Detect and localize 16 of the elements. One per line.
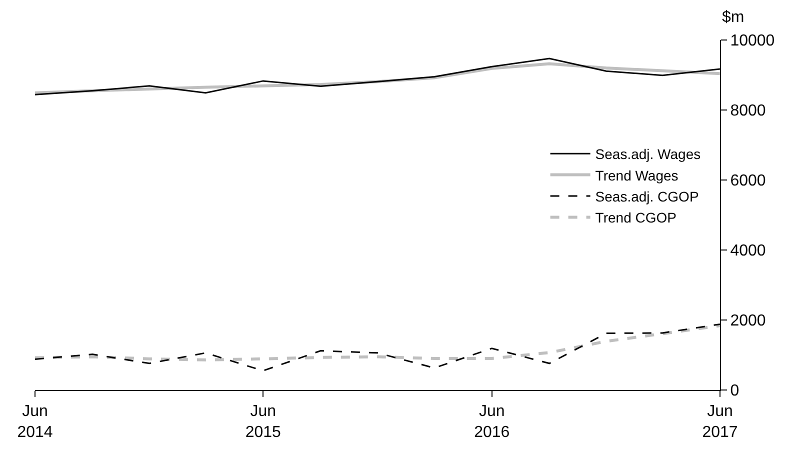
y-tick-label: 4000: [730, 242, 766, 260]
legend-label: Trend CGOP: [595, 210, 676, 226]
x-tick-label: Jun 2014: [17, 403, 53, 441]
y-tick-label: 8000: [730, 102, 766, 120]
legend-label: Trend Wages: [595, 167, 678, 184]
line-series: [35, 324, 720, 362]
y-tick-label: 0: [730, 382, 740, 400]
x-tick-label: Jun 2017: [702, 403, 738, 441]
y-tick-label: 2000: [730, 312, 766, 330]
y-tick-label: 6000: [730, 172, 766, 190]
y-axis-title: $m: [722, 9, 744, 26]
y-tick-label: 10000: [730, 32, 775, 50]
legend-label: Seas.adj. CGOP: [595, 188, 699, 204]
legend-label: Seas.adj. Wages: [595, 146, 701, 162]
x-tick-label: Jun 2015: [245, 403, 282, 441]
x-tick-label: Jun 2016: [474, 403, 510, 441]
